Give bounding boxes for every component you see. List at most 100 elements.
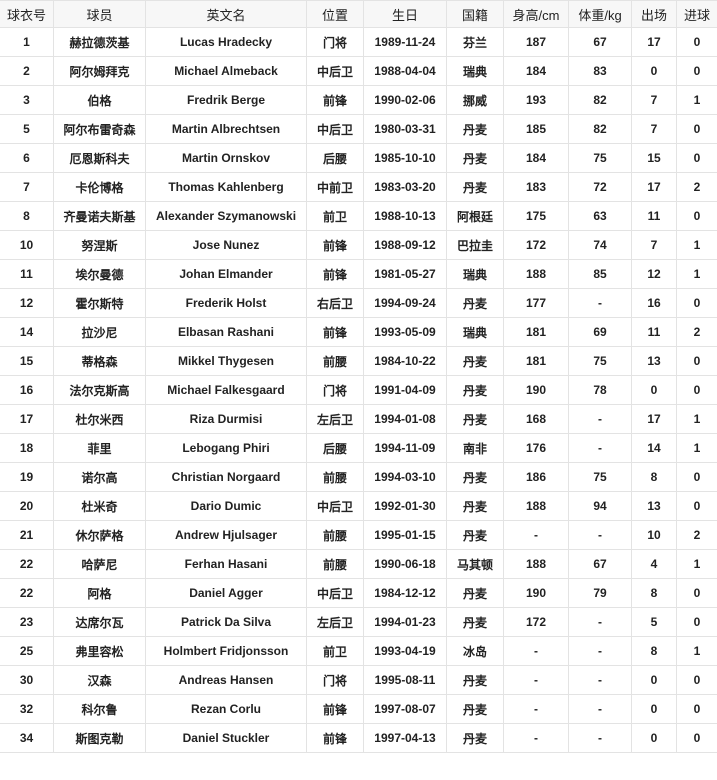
cell-height: 177: [503, 288, 569, 318]
cell-player-name: 休尔萨格: [53, 520, 146, 550]
cell-appearances: 14: [631, 433, 677, 463]
cell-position: 前锋: [306, 723, 364, 753]
cell-position: 前卫: [306, 201, 364, 231]
cell-player-name: 赫拉德茨基: [53, 27, 146, 57]
cell-height: -: [503, 665, 569, 695]
cell-goals: 2: [676, 172, 717, 202]
cell-weight: 75: [568, 462, 632, 492]
cell-goals: 1: [676, 259, 717, 289]
cell-jersey-number: 11: [0, 259, 54, 289]
cell-goals: 0: [676, 578, 717, 608]
cell-height: 193: [503, 85, 569, 115]
header-weight: 体重/kg: [568, 0, 632, 28]
table-row: 1 赫拉德茨基 Lucas Hradecky 门将 1989-11-24 芬兰 187 67 1…: [0, 27, 717, 57]
cell-english-name: Michael Falkesgaard: [145, 375, 307, 405]
cell-weight: -: [568, 520, 632, 550]
cell-nationality: 丹麦: [446, 462, 504, 492]
cell-nationality: 丹麦: [446, 404, 504, 434]
cell-birthday: 1994-03-10: [363, 462, 447, 492]
cell-player-name: 卡伦博格: [53, 172, 146, 202]
table-row: 8 齐曼诺夫斯基 Alexander Szymanowski 前卫 1988-10-13…: [0, 201, 717, 231]
cell-weight: 82: [568, 85, 632, 115]
cell-english-name: Thomas Kahlenberg: [145, 172, 307, 202]
cell-weight: 82: [568, 114, 632, 144]
cell-appearances: 7: [631, 114, 677, 144]
cell-goals: 0: [676, 27, 717, 57]
cell-nationality: 瑞典: [446, 317, 504, 347]
cell-position: 前锋: [306, 85, 364, 115]
header-english-name: 英文名: [145, 0, 307, 28]
cell-english-name: Daniel Stuckler: [145, 723, 307, 753]
cell-weight: 63: [568, 201, 632, 231]
header-jersey-number: 球衣号: [0, 0, 54, 28]
cell-goals: 0: [676, 114, 717, 144]
table-row: 23 达席尔瓦 Patrick Da Silva 左后卫 1994-01-23 丹麦 172…: [0, 607, 717, 637]
cell-nationality: 挪威: [446, 85, 504, 115]
cell-appearances: 5: [631, 607, 677, 637]
cell-weight: 85: [568, 259, 632, 289]
cell-goals: 1: [676, 85, 717, 115]
cell-weight: 72: [568, 172, 632, 202]
cell-player-name: 努涅斯: [53, 230, 146, 260]
cell-jersey-number: 34: [0, 723, 54, 753]
cell-birthday: 1994-01-23: [363, 607, 447, 637]
cell-height: -: [503, 636, 569, 666]
table-row: 12 霍尔斯特 Frederik Holst 右后卫 1994-09-24 丹麦 177-1…: [0, 288, 717, 318]
cell-height: 188: [503, 491, 569, 521]
cell-appearances: 8: [631, 578, 677, 608]
cell-weight: -: [568, 694, 632, 724]
cell-birthday: 1993-04-19: [363, 636, 447, 666]
cell-nationality: 阿根廷: [446, 201, 504, 231]
cell-jersey-number: 3: [0, 85, 54, 115]
cell-weight: 67: [568, 549, 632, 579]
cell-jersey-number: 7: [0, 172, 54, 202]
cell-height: 190: [503, 375, 569, 405]
cell-english-name: Martin Ornskov: [145, 143, 307, 173]
cell-english-name: Holmbert Fridjonsson: [145, 636, 307, 666]
cell-english-name: Martin Albrechtsen: [145, 114, 307, 144]
table-row: 32 科尔鲁 Rezan Corlu 前锋 1997-08-07 丹麦 - -0 0: [0, 694, 717, 724]
header-nationality: 国籍: [446, 0, 504, 28]
cell-english-name: Daniel Agger: [145, 578, 307, 608]
cell-position: 前锋: [306, 317, 364, 347]
cell-english-name: Mikkel Thygesen: [145, 346, 307, 376]
cell-goals: 0: [676, 288, 717, 318]
cell-player-name: 汉森: [53, 665, 146, 695]
cell-height: 172: [503, 607, 569, 637]
header-player-name: 球员: [53, 0, 146, 28]
table-row: 21 休尔萨格 Andrew Hjulsager 前腰 1995-01-15 丹麦 - -10…: [0, 520, 717, 550]
cell-position: 前锋: [306, 259, 364, 289]
cell-jersey-number: 10: [0, 230, 54, 260]
header-goals: 进球: [676, 0, 717, 28]
cell-weight: -: [568, 433, 632, 463]
cell-appearances: 0: [631, 665, 677, 695]
cell-position: 后腰: [306, 143, 364, 173]
table-row: 15 蒂格森 Mikkel Thygesen 前腰 1984-10-22 丹麦 181 75 1…: [0, 346, 717, 376]
table-row: 10 努涅斯 Jose Nunez 前锋 1988-09-12 巴拉圭 172 74 7 1: [0, 230, 717, 260]
cell-appearances: 11: [631, 317, 677, 347]
cell-appearances: 0: [631, 56, 677, 86]
cell-position: 左后卫: [306, 607, 364, 637]
cell-nationality: 巴拉圭: [446, 230, 504, 260]
cell-appearances: 15: [631, 143, 677, 173]
cell-birthday: 1988-04-04: [363, 56, 447, 86]
cell-appearances: 10: [631, 520, 677, 550]
cell-goals: 0: [676, 723, 717, 753]
cell-birthday: 1980-03-31: [363, 114, 447, 144]
cell-english-name: Lebogang Phiri: [145, 433, 307, 463]
cell-english-name: Riza Durmisi: [145, 404, 307, 434]
cell-jersey-number: 15: [0, 346, 54, 376]
cell-goals: 1: [676, 404, 717, 434]
cell-weight: 75: [568, 143, 632, 173]
cell-birthday: 1991-04-09: [363, 375, 447, 405]
cell-english-name: Fredrik Berge: [145, 85, 307, 115]
cell-player-name: 伯格: [53, 85, 146, 115]
table-row: 3 伯格 Fredrik Berge 前锋 1990-02-06 挪威 193 82 7 1: [0, 85, 717, 115]
cell-height: 183: [503, 172, 569, 202]
cell-jersey-number: 12: [0, 288, 54, 318]
cell-birthday: 1997-08-07: [363, 694, 447, 724]
cell-goals: 1: [676, 433, 717, 463]
cell-nationality: 瑞典: [446, 259, 504, 289]
cell-position: 前腰: [306, 462, 364, 492]
cell-nationality: 丹麦: [446, 694, 504, 724]
